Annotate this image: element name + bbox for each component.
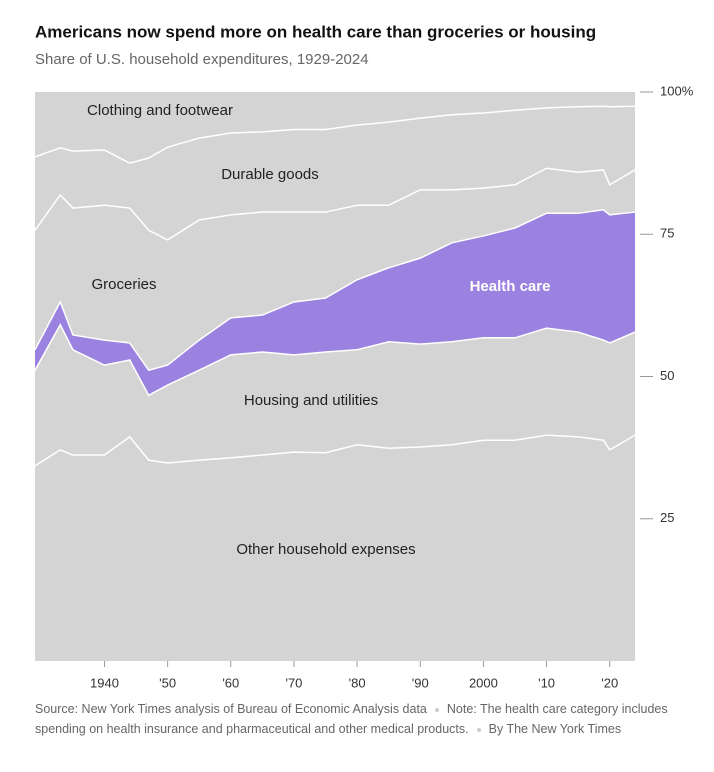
x-tick-label: '20	[601, 675, 618, 690]
boundary-line	[34, 208, 636, 372]
x-tick-label: 1940	[90, 675, 119, 690]
series-label: Other household expenses	[236, 541, 415, 558]
plot	[34, 92, 636, 661]
y-tick-label: 50	[660, 368, 674, 383]
separator	[469, 722, 489, 736]
area	[35, 106, 635, 240]
footnote: Source: New York Times analysis of Burea…	[35, 699, 700, 739]
area	[35, 324, 635, 466]
x-tick-label: '50	[159, 675, 176, 690]
area	[35, 209, 635, 396]
area	[35, 435, 635, 661]
note: Note: The health care category includes …	[35, 702, 668, 736]
x-tick-label: '60	[222, 675, 239, 690]
x-tick-label: 2000	[469, 675, 498, 690]
credit: By The New York Times	[488, 722, 622, 736]
area	[35, 168, 635, 371]
x-tick-label: '80	[349, 675, 366, 690]
source: Source: New York Times analysis of Burea…	[35, 702, 427, 716]
y-tick-label: 75	[660, 226, 674, 241]
y-tick-label: 100%	[660, 83, 694, 98]
x-tick-label: '70	[285, 675, 302, 690]
y-tick-label: 25	[660, 510, 674, 525]
x-tick-label: '10	[538, 675, 555, 690]
boundary-line	[34, 167, 636, 241]
chart: Americans now spend more on health care …	[34, 22, 694, 690]
series-label: Housing and utilities	[244, 392, 378, 409]
chart-title: Americans now spend more on health care …	[35, 22, 596, 41]
chart-subtitle: Share of U.S. household expenditures, 19…	[35, 51, 369, 68]
series-label: Durable goods	[221, 166, 319, 183]
boundary-line	[34, 434, 636, 467]
series-label: Groceries	[91, 276, 156, 293]
separator	[427, 702, 447, 716]
boundary-line	[34, 323, 636, 397]
x-tick-label: '90	[412, 675, 429, 690]
series-label: Clothing and footwear	[87, 102, 233, 119]
series-label: Health care	[470, 278, 551, 295]
boundary-line	[34, 105, 636, 164]
